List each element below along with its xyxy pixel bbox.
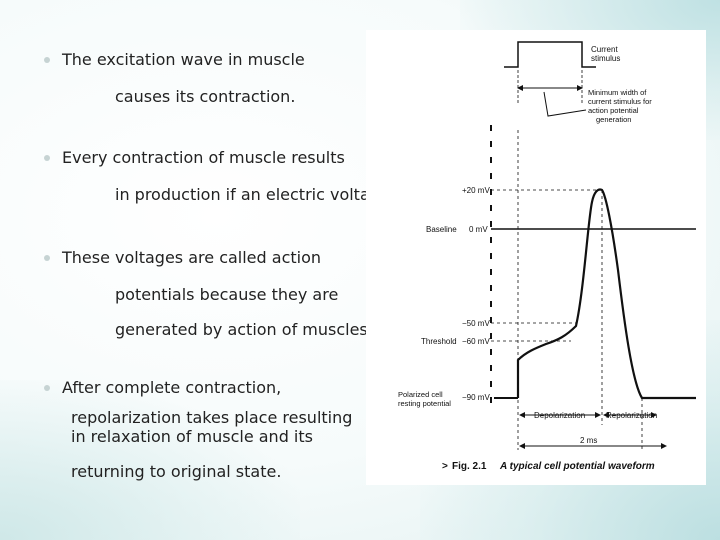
bullet-3-line-2: potentials because they are <box>115 285 339 304</box>
polarized-label-1: Polarized cell <box>398 390 443 399</box>
bullet-1-line-2: causes its contraction. <box>115 87 296 106</box>
min-width-label-2: current stimulus for <box>588 97 652 106</box>
figure-caption: A typical cell potential waveform <box>499 461 655 472</box>
duration-label: 2 ms <box>580 436 597 445</box>
bullet-4-line-3: in relaxation of muscle and its <box>71 427 313 446</box>
bullet-marker <box>44 57 50 63</box>
minus90-label: −90 mV <box>462 393 490 402</box>
bullet-3-line-3: generated by action of muscles. <box>115 320 373 339</box>
stimulus-label-2: stimulus <box>591 54 620 63</box>
bullet-2-line-1: Every contraction of muscle results <box>62 148 345 167</box>
action-potential-diagram: Current stimulus Minimum width of curren… <box>398 41 696 472</box>
threshold-label: Threshold <box>421 337 457 346</box>
min-width-label-3: action potential <box>588 106 639 115</box>
baseline-label: Baseline <box>426 225 457 234</box>
stimulus-label-1: Current <box>591 45 618 54</box>
repolarization-label: Repolarization <box>606 411 657 420</box>
bullet-4-line-4: returning to original state. <box>71 462 282 481</box>
plus20-label: +20 mV <box>462 186 490 195</box>
minus50-label: −50 mV <box>462 319 490 328</box>
bullet-4-line-1: After complete contraction, <box>62 378 282 397</box>
bullet-marker <box>44 385 50 391</box>
min-width-label-1: Minimum width of <box>588 88 647 97</box>
action-potential-figure: Current stimulus Minimum width of curren… <box>366 30 706 485</box>
bullet-marker <box>44 255 50 261</box>
minus60-label: −60 mV <box>462 337 490 346</box>
caption-marker: > <box>442 461 448 472</box>
min-width-pointer <box>543 91 587 117</box>
bullet-3-line-1: These voltages are called action <box>62 248 322 267</box>
bullet-2-line-2: in production if an electric voltage. <box>115 185 395 204</box>
depolarization-label: Depolarization <box>534 411 585 420</box>
bullet-4-line-2: repolarization takes place resulting <box>71 408 353 427</box>
min-width-label-4: generation <box>596 115 631 124</box>
bullet-marker <box>44 155 50 161</box>
corner-shading-bottom-left <box>0 380 300 540</box>
action-potential-waveform <box>516 188 696 400</box>
polarized-label-2: resting potential <box>398 399 451 408</box>
zero-mv-label: 0 mV <box>469 225 488 234</box>
bullet-1-line-1: The excitation wave in muscle <box>62 50 305 69</box>
figure-number: Fig. 2.1 <box>452 461 487 472</box>
stimulus-pulse <box>504 41 596 68</box>
